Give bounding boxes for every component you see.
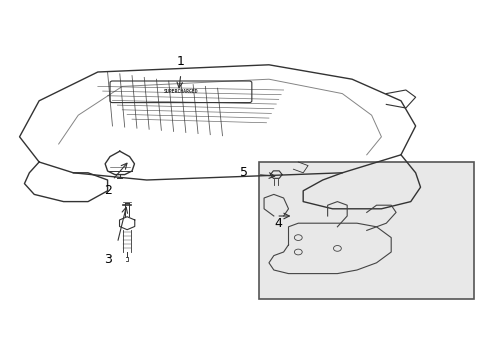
Text: 2: 2 [103, 184, 111, 197]
Text: SUPERCHARGED: SUPERCHARGED [163, 89, 198, 94]
Bar [259, 162, 473, 299]
Text: 3: 3 [103, 253, 111, 266]
Text: 4: 4 [274, 217, 282, 230]
Text: 1: 1 [177, 55, 184, 68]
Text: 5: 5 [240, 166, 248, 179]
